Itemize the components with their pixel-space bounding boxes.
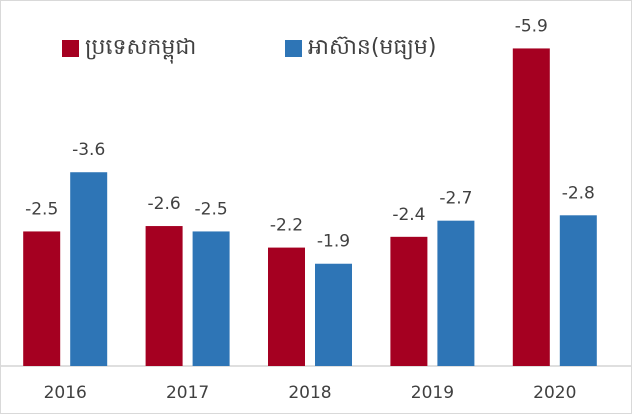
bar (23, 231, 61, 366)
legend-swatch (62, 40, 79, 57)
bar (192, 231, 230, 366)
x-tick-label: 2017 (166, 383, 209, 403)
bar (437, 220, 475, 366)
x-tick-label: 2019 (411, 383, 454, 403)
data-label: -2.5 (195, 199, 228, 219)
bar (559, 215, 597, 366)
bar (70, 172, 108, 366)
data-label: -1.9 (317, 232, 350, 252)
data-label: -2.6 (148, 194, 181, 214)
data-label: -2.4 (392, 205, 425, 225)
bar (145, 226, 183, 366)
data-label: -5.9 (515, 16, 548, 36)
data-label: -2.8 (562, 183, 595, 203)
legend-label: ប្រទេសកម្ពុជា (85, 35, 196, 64)
data-label: -2.5 (25, 199, 58, 219)
data-label: -2.7 (439, 189, 472, 209)
legend-swatch (285, 40, 302, 57)
x-tick-label: 2018 (288, 383, 331, 403)
x-tick-label: 2020 (533, 383, 576, 403)
bar (268, 247, 305, 366)
legend-label: អាស៊ាន(មធ្យម) (308, 35, 436, 60)
data-label: -2.2 (270, 216, 303, 236)
data-label: -3.6 (72, 140, 105, 160)
x-tick-label: 2016 (44, 383, 87, 403)
bar (512, 48, 550, 367)
bar (390, 236, 428, 366)
bar (315, 263, 352, 366)
